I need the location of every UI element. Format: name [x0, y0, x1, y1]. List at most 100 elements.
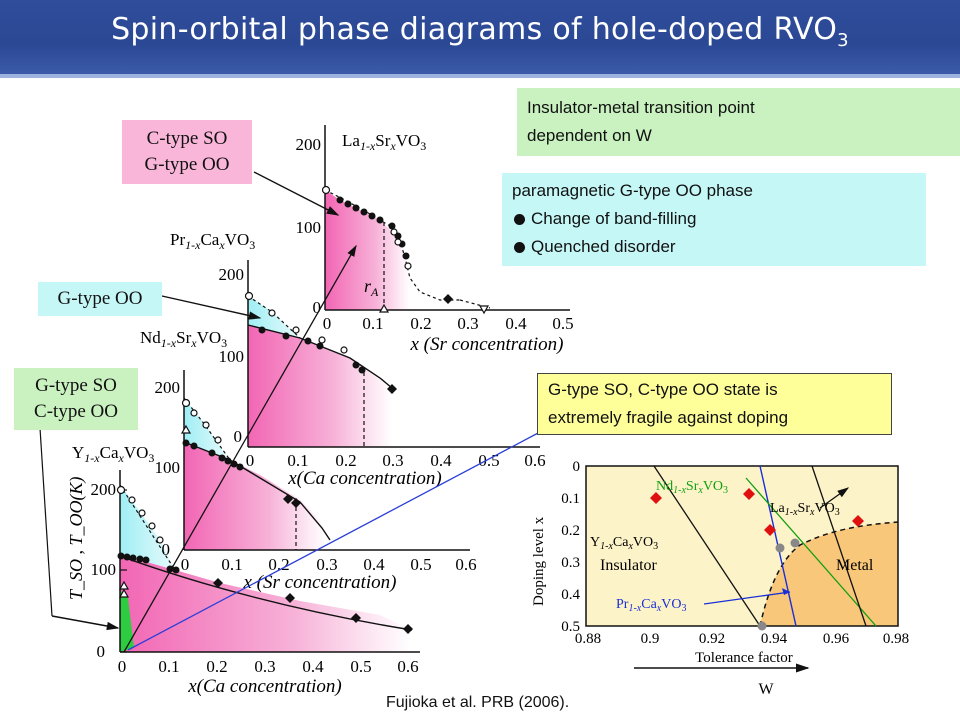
bullet-2: Quenched disorder	[512, 233, 916, 261]
inset-xtick-3: 0.94	[761, 631, 788, 647]
inset-xtick-2: 0.92	[699, 631, 725, 647]
ra-arrow	[123, 244, 357, 653]
la-data-markers	[336, 196, 453, 304]
inset-la-label: La1-xSrxVO3	[770, 501, 840, 518]
nd-xtick-3: 0.3	[316, 555, 337, 574]
y-ytick-1: 100	[91, 560, 117, 579]
nd-ytick-0: 0	[162, 540, 171, 559]
la-ytick-0: 0	[313, 298, 322, 317]
la-xtick-4: 0.4	[505, 314, 527, 333]
la-xlabel: x (Sr concentration)	[409, 334, 563, 355]
pr-open-markers	[244, 291, 348, 354]
inset-gray-markers	[757, 538, 800, 631]
bullet-1: Change of band-filling	[512, 205, 916, 233]
inset-ytick-2: 0.2	[561, 523, 580, 539]
inset-metal-label: Metal	[836, 557, 874, 574]
nd-formula: Nd1-xSrxVO3	[140, 328, 227, 350]
la-xtick-2: 0.2	[410, 314, 431, 333]
nd-data-markers	[182, 439, 301, 508]
nd-ytick-2: 200	[155, 378, 181, 397]
la-open-markers	[321, 185, 490, 315]
y-ylabel: T_SO , T_OO(K)	[66, 476, 87, 600]
inset-red-markers	[650, 488, 864, 536]
panel-y: 0 100 200 0 0.1 0.2 0.3 0.4 0.5 0.6 x(Ca…	[66, 443, 420, 697]
gtype-so-label: G-type SO C-type OO	[14, 368, 138, 430]
y-xtick-6: 0.6	[397, 657, 418, 676]
inset-ylabel: Doping level x	[531, 516, 547, 606]
inset-la-line	[811, 465, 867, 627]
y-xtick-3: 0.3	[254, 657, 275, 676]
inset-ytick-0: 0	[573, 459, 581, 475]
nd-xtick-4: 0.4	[363, 555, 385, 574]
pr-xtick-6: 0.6	[524, 451, 545, 470]
imt-box: Insulator-metal transition point depende…	[517, 88, 960, 156]
paramagnetic-title: paramagnetic G-type OO phase	[512, 181, 753, 200]
y-xtick-4: 0.4	[302, 657, 324, 676]
inset-pr-arrow	[703, 591, 791, 605]
y-formula: Y1-xCaxVO3	[72, 443, 154, 465]
inset-ytick-3: 0.3	[561, 555, 580, 571]
pr-xtick-1: 0.1	[287, 451, 308, 470]
inset-nd-line	[745, 477, 877, 627]
pr-xtick-4: 0.4	[430, 451, 452, 470]
w-label: W	[758, 681, 774, 698]
gtype-oo-arrow	[161, 295, 262, 320]
la-xtick-3: 0.3	[457, 314, 478, 333]
la-xticks: 0 0.1 0.2 0.3 0.4 0.5	[323, 314, 574, 333]
nd-xtick-5: 0.5	[410, 555, 431, 574]
gtype-so-arrow	[39, 427, 53, 617]
nd-xtick-2: 0.2	[268, 555, 289, 574]
inset-xtick-5: 0.98	[883, 631, 909, 647]
pr-xtick-2: 0.2	[335, 451, 356, 470]
fragile-box: G-type SO, C-type OO state is extremely …	[537, 373, 892, 435]
bullet-dot-icon	[514, 213, 525, 225]
la-ytick-1: 100	[296, 218, 322, 237]
pr-pink-region	[248, 325, 392, 447]
nd-xlabel: x (Sr concentration)	[242, 572, 396, 593]
y-green-region	[120, 590, 134, 652]
y-xtick-0: 0	[118, 657, 127, 676]
nd-open-markers	[180, 398, 222, 444]
y-xtick-2: 0.2	[206, 657, 227, 676]
inset-nd-label: Nd1-xSrxVO3	[656, 479, 728, 496]
citation: Fujioka et al. PRB (2006).	[386, 694, 570, 711]
paramagnetic-box: paramagnetic G-type OO phase Change of b…	[502, 173, 926, 266]
nd-xticks: 0 0.1 0.2 0.3 0.4 0.5 0.6	[181, 555, 477, 574]
nd-pink-region	[184, 442, 326, 550]
la-xtick-5: 0.5	[552, 314, 573, 333]
la-ytick-2: 200	[296, 135, 322, 154]
title-rule	[0, 74, 960, 78]
pr-ytick-0: 0	[234, 427, 243, 446]
inset-xtick-0: 0.88	[575, 631, 601, 647]
inset-ytick-5: 0.5	[561, 619, 580, 635]
inset-yticks: 0 0.1 0.2 0.3 0.4 0.5	[561, 459, 580, 635]
ctype-so-label: C-type SO G-type OO	[122, 120, 252, 184]
inset-insulator-label: Insulator	[600, 557, 658, 574]
inset-xtick-4: 0.96	[823, 631, 850, 647]
inset-xtick-1: 0.9	[641, 631, 660, 647]
pr-xtick-3: 0.3	[382, 451, 403, 470]
nd-xtick-0: 0	[181, 555, 190, 574]
pr-ytick-1: 100	[219, 347, 245, 366]
gtype-oo-label: G-type OO	[38, 282, 162, 316]
imt-line1: Insulator-metal transition point	[527, 98, 755, 117]
inset-pr-label: Pr1-xCaxVO3	[616, 597, 686, 614]
ctype-arrow	[253, 171, 340, 216]
slide-title: Spin-orbital phase diagrams of hole-dope…	[111, 12, 849, 51]
inset-metal-region	[760, 522, 898, 626]
y-xticks: 0 0.1 0.2 0.3 0.4 0.5 0.6	[118, 657, 419, 676]
pr-xtick-5: 0.5	[478, 451, 499, 470]
pr-xlabel: x(Ca concentration)	[287, 468, 442, 489]
inset-xlabel: Tolerance factor	[695, 650, 793, 666]
panel-pr: 0 100 200 0 0.1 0.2 0.3 0.4 0.5 0.6 x(Ca…	[170, 230, 546, 489]
pr-ytick-2: 200	[219, 265, 245, 284]
la-xtick-1: 0.1	[362, 314, 383, 333]
inset-y-line	[653, 465, 761, 627]
fragile-line2: extremely fragile against doping	[548, 408, 789, 427]
y-data-markers	[117, 552, 413, 634]
la-formula: La1-xSrxVO3	[342, 131, 426, 153]
nd-xtick-1: 0.1	[221, 555, 242, 574]
imt-line2: dependent on W	[527, 126, 652, 145]
y-xtick-5: 0.5	[350, 657, 371, 676]
inset-la-arrow	[819, 487, 850, 509]
